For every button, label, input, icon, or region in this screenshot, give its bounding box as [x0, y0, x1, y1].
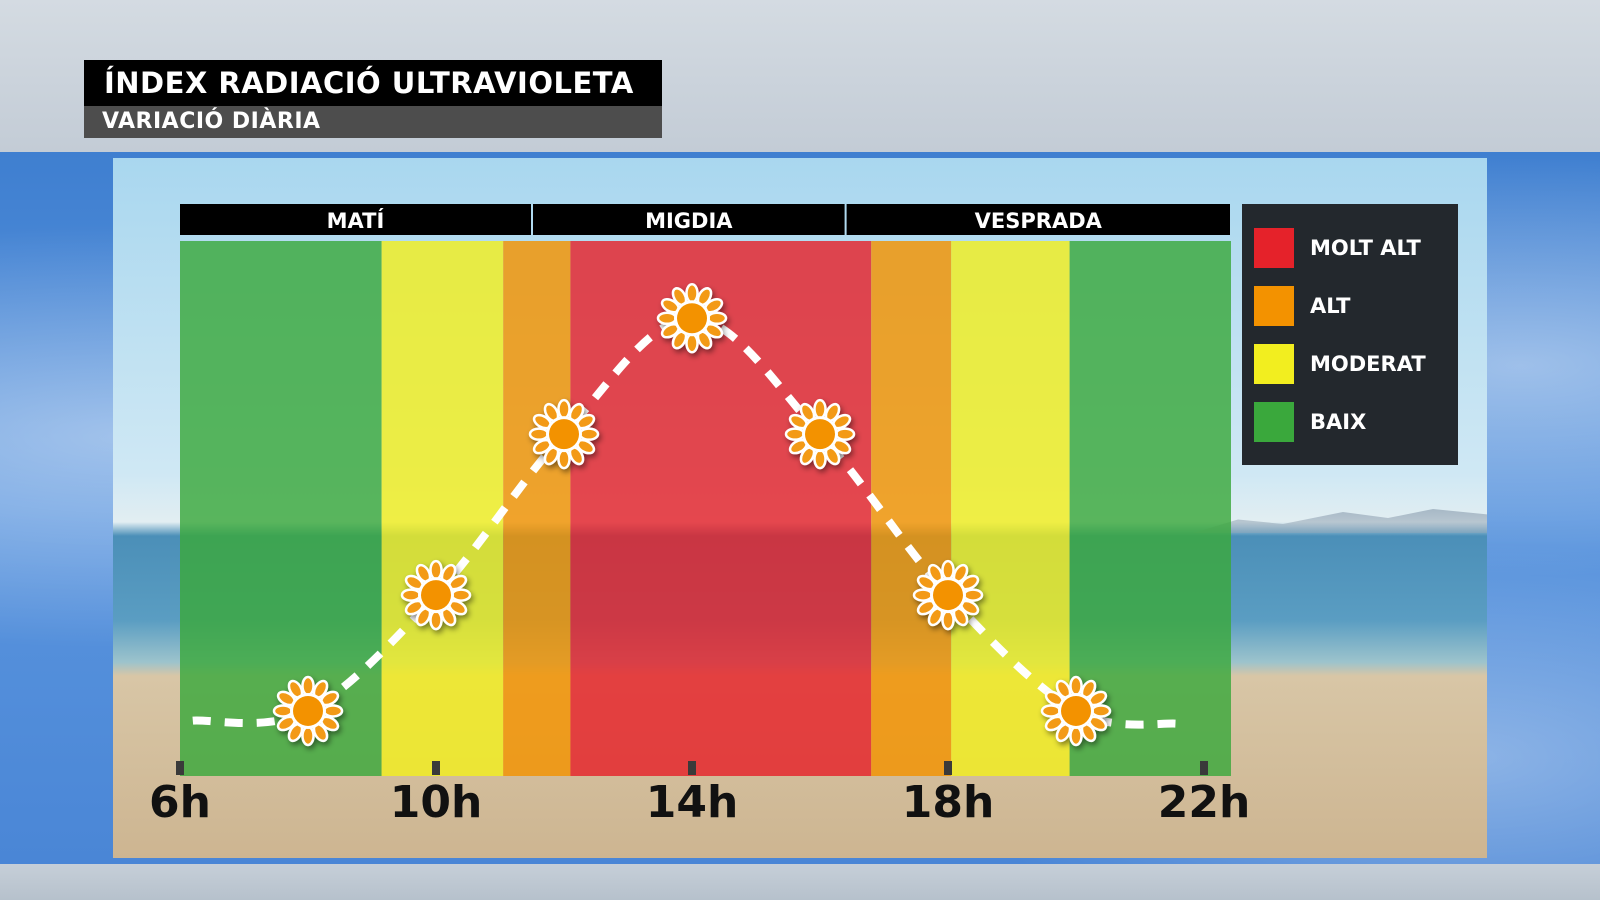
band-moderat-1 [381, 241, 504, 776]
x-tick-label-0: 6h [149, 777, 211, 828]
sun-icon [784, 398, 856, 470]
sun-icon [1040, 675, 1112, 747]
band-alt-4 [871, 241, 952, 776]
period-header-bg-0 [180, 204, 531, 235]
legend-label-moderat: MODERAT [1310, 352, 1426, 376]
period-header-label-1: MIGDIA [645, 209, 733, 233]
legend-label-baix: BAIX [1310, 410, 1367, 434]
x-tick-label-4: 22h [1158, 777, 1251, 828]
band-alt-2 [503, 241, 571, 776]
bottom-band [0, 864, 1600, 900]
legend-swatch-moderat [1254, 344, 1294, 384]
sun-icon [528, 398, 600, 470]
legend: MOLT ALT ALT MODERAT BAIX [1242, 204, 1458, 465]
chart-subtitle: VARIACIÓ DIÀRIA [84, 106, 662, 138]
legend-swatch-molt-alt [1254, 228, 1294, 268]
x-tick-mark-0 [176, 761, 184, 775]
sun-icon [912, 559, 984, 631]
x-tick-mark-1 [432, 761, 440, 775]
x-tick-label-1: 10h [390, 777, 483, 828]
x-tick-label-2: 14h [646, 777, 739, 828]
sun-icon [400, 559, 472, 631]
sun-icon [272, 675, 344, 747]
sun-icon [656, 283, 728, 354]
chart-title: ÍNDEX RADIACIÓ ULTRAVIOLETA [84, 60, 662, 106]
band-moderat-5 [951, 241, 1070, 776]
x-tick-mark-3 [944, 761, 952, 775]
period-header-bg-2 [846, 204, 1230, 235]
band-baix-6 [1069, 241, 1231, 776]
legend-label-alt: ALT [1310, 294, 1351, 318]
period-header-bg-1 [533, 204, 845, 235]
legend-swatch-alt [1254, 286, 1294, 326]
x-tick-mark-4 [1200, 761, 1208, 775]
period-header-label-0: MATÍ [327, 208, 385, 233]
x-tick-mark-2 [688, 761, 696, 775]
period-header-label-2: VESPRADA [975, 209, 1103, 233]
legend-swatch-baix [1254, 402, 1294, 442]
legend-label-molt-alt: MOLT ALT [1310, 236, 1421, 260]
x-tick-label-3: 18h [902, 777, 995, 828]
